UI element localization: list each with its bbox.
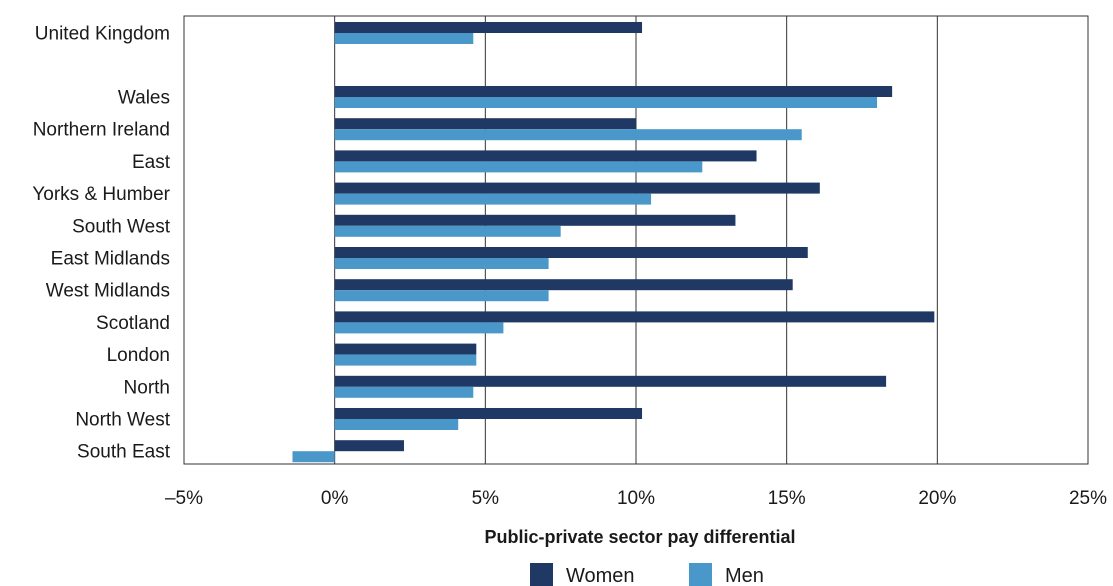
bar-men (334, 354, 477, 366)
category-label: West Midlands (46, 281, 170, 302)
bar-men (334, 419, 459, 430)
category-label: Northern Ireland (33, 120, 170, 141)
x-tick-label: 15% (768, 488, 806, 509)
bar-women (334, 86, 893, 97)
category-label: Wales (118, 88, 170, 109)
bar-men (334, 97, 878, 108)
category-label: South East (77, 442, 171, 463)
x-tick-label: 25% (1069, 488, 1107, 509)
bar-men (334, 33, 474, 44)
bar-women (334, 182, 820, 194)
category-labels: United Kingdom Wales Northern Ireland East Y… (32, 24, 170, 463)
category-label: United Kingdom (35, 24, 170, 45)
x-axis-title: Public-private sector pay differential (484, 527, 795, 547)
bar-men (334, 193, 652, 205)
legend-swatch-women (530, 563, 553, 586)
category-label: Yorks & Humber (32, 184, 170, 205)
category-label: North West (75, 410, 170, 431)
bar-women (334, 408, 643, 419)
legend: Women Men (530, 563, 764, 586)
category-label: Scotland (96, 313, 170, 334)
category-label: East Midlands (51, 249, 170, 270)
category-label: London (107, 345, 170, 366)
bar-women (334, 150, 757, 162)
x-tick-label: –5% (165, 488, 203, 509)
legend-label-women: Women (566, 565, 635, 586)
bar-women (334, 375, 887, 387)
bar-men (334, 386, 474, 398)
category-label: East (132, 152, 171, 173)
bar-women (334, 343, 477, 355)
legend-swatch-men (689, 563, 712, 586)
legend-label-men: Men (725, 565, 764, 586)
bar-men (334, 161, 703, 173)
bars (292, 22, 935, 463)
category-label: South West (72, 216, 171, 237)
x-tick-label: 0% (321, 488, 349, 509)
bar-women (334, 214, 736, 226)
x-tick-label: 5% (472, 488, 500, 509)
bar-men (292, 451, 335, 463)
bar-women (334, 118, 636, 130)
category-label: North (124, 377, 170, 398)
bar-women (334, 440, 404, 452)
bar-men (334, 290, 549, 302)
bar-women (334, 279, 793, 291)
bar-men (334, 258, 549, 269)
x-axis-ticks: –5% 0% 5% 10% 15% 20% 25% (165, 488, 1107, 509)
bar-men (334, 225, 561, 237)
plot-frame (183, 15, 1089, 465)
bar-women (334, 247, 808, 258)
bar-women (334, 22, 643, 33)
x-tick-label: 20% (918, 488, 956, 509)
bar-women (334, 311, 935, 323)
bar-men (334, 129, 802, 141)
bar-men (334, 322, 504, 334)
x-tick-label: 10% (617, 488, 655, 509)
